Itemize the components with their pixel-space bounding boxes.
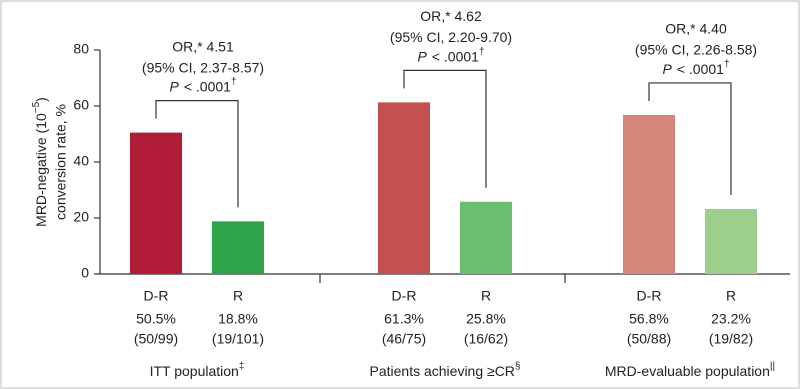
bar [378,102,430,274]
p-symbol: P [662,61,672,77]
y-label-text: MRD-negative (10 [33,113,49,227]
bar [623,114,675,275]
value-label: 25.8% [466,311,506,327]
y-tick-label: 60 [73,97,89,113]
group-mark: ‡ [239,361,245,372]
y-axis-label: MRD-negative (10−5) [31,97,49,227]
odds-ratio: OR,* 4.62 [420,8,482,24]
confidence-interval: (95% CI, 2.26-8.58) [635,42,757,58]
group-mark: || [770,361,775,372]
bar [130,132,182,274]
p-value: P < .0001† [662,59,729,77]
group-label: ITT population‡ [150,361,245,379]
bar-category: D-R [637,288,662,304]
p-number: < .0001 [432,48,479,64]
bar-category: R [481,288,491,304]
value-label: 61.3% [384,311,424,327]
value-label: 23.2% [711,311,751,327]
confidence-interval: (95% CI, 2.20-9.70) [390,29,512,45]
count-label: (19/101) [212,331,264,347]
value-label: 50.5% [136,311,176,327]
bar-category: D-R [392,288,417,304]
confidence-interval: (95% CI, 2.37-8.57) [142,59,264,75]
y-label-sup: −5 [31,101,42,113]
count-label: (16/62) [464,331,508,347]
bar [212,221,264,274]
bar-category: R [726,288,736,304]
p-mark: † [479,46,485,57]
p-mark: † [231,76,237,87]
group-name: Patients achieving ≥CR [370,363,515,379]
bar-category: D-R [144,288,169,304]
p-number: < .0001 [184,78,231,94]
group-mark: § [515,361,521,372]
p-number: < .0001 [677,61,724,77]
odds-ratio: OR,* 4.51 [172,38,234,54]
p-value: P < .0001† [169,76,236,94]
p-value: P < .0001† [417,46,484,64]
y-tick-label: 20 [73,209,89,225]
y-tick-label: 0 [81,265,89,281]
value-label: 18.8% [218,311,258,327]
count-label: (19/82) [709,331,753,347]
bracket [403,69,487,188]
odds-ratio: OR,* 4.40 [665,21,727,37]
group-label: Patients achieving ≥CR§ [370,361,521,379]
group-name: MRD-evaluable population [605,363,770,379]
count-label: (50/88) [627,331,671,347]
p-mark: † [724,59,730,70]
y-axis-label-line2: conversion rate, % [53,104,69,220]
bar [460,201,512,274]
count-label: (46/75) [382,331,426,347]
count-label: (50/99) [134,331,178,347]
p-symbol: P [169,78,179,94]
bracket [155,100,239,208]
group-name: ITT population [150,363,239,379]
y-tick-label: 40 [73,153,89,169]
bracket [648,82,732,196]
p-symbol: P [417,48,427,64]
value-label: 56.8% [629,311,669,327]
bar [705,209,757,274]
group-label: MRD-evaluable population|| [605,361,775,379]
y-label-end: ) [33,97,49,102]
y-tick-label: 80 [73,41,89,57]
bar-category: R [233,288,243,304]
